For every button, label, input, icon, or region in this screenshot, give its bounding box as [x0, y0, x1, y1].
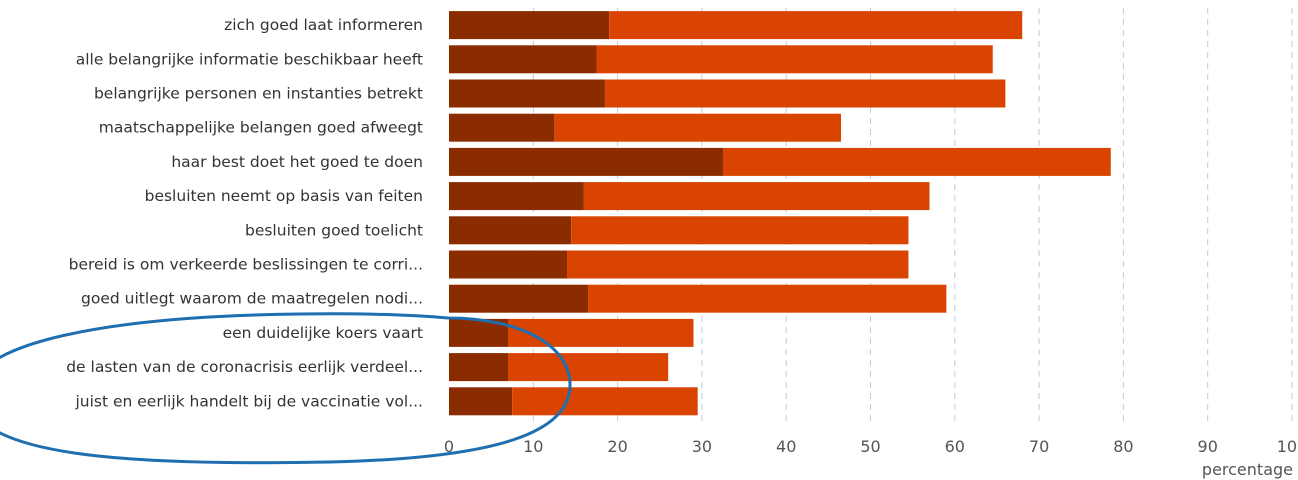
bars	[449, 11, 1111, 416]
annotation-ellipse	[0, 312, 572, 465]
bar-segment-1	[449, 11, 610, 40]
bar-segment-2	[512, 387, 698, 416]
category-labels: zich goed laat informeren alle belangrijk…	[66, 16, 423, 410]
bar-segment-2	[583, 182, 930, 211]
x-tick-label: 90	[1198, 437, 1218, 456]
category-label: maatschappelijke belangen goed afweegt	[99, 119, 423, 137]
category-label: haar best doet het goed te doen	[171, 153, 423, 171]
bar-segment-2	[508, 318, 694, 347]
category-label: besluiten goed toelicht	[245, 221, 423, 239]
bar-segment-1	[449, 147, 723, 176]
x-tick-label: 100	[1277, 437, 1298, 456]
bar-segment-1	[449, 387, 513, 416]
category-label: belangrijke personen en instanties betre…	[94, 85, 423, 103]
bar-segment-1	[449, 79, 605, 108]
category-label: een duidelijke koers vaart	[223, 324, 423, 342]
category-label: besluiten neemt op basis van feiten	[145, 187, 423, 205]
bar-segment-2	[508, 353, 669, 382]
category-label: de lasten van de coronacrisis eerlijk ve…	[66, 358, 423, 376]
x-tick-label: 0	[444, 437, 454, 456]
category-label: alle belangrijke informatie beschikbaar …	[76, 50, 423, 68]
bar-segment-2	[588, 284, 947, 313]
bar-segment-1	[449, 45, 597, 74]
bar-segment-2	[722, 147, 1111, 176]
category-label: juist en eerlijk handelt bij de vaccinat…	[74, 392, 423, 410]
bar-segment-1	[449, 284, 589, 313]
bar-segment-2	[554, 113, 841, 142]
bar-segment-1	[449, 353, 509, 382]
x-tick-labels: 0 10 20 30 40 50 60 70 80 90 100	[444, 437, 1298, 456]
x-tick-label: 10	[523, 437, 543, 456]
x-tick-label: 70	[1029, 437, 1049, 456]
category-label: bereid is om verkeerde beslissingen te c…	[69, 256, 423, 274]
category-label: goed uitlegt waarom de maatregelen nodi.…	[81, 290, 423, 308]
x-tick-label: 80	[1113, 437, 1133, 456]
bar-segment-1	[449, 182, 584, 211]
bar-segment-2	[567, 250, 909, 279]
bar-segment-2	[604, 79, 1006, 108]
x-tick-label: 20	[607, 437, 627, 456]
x-tick-label: 60	[945, 437, 965, 456]
bar-segment-1	[449, 216, 572, 245]
x-tick-label: 40	[776, 437, 796, 456]
annotation-layer	[0, 312, 572, 465]
x-tick-label: 50	[860, 437, 880, 456]
bar-segment-2	[596, 45, 993, 74]
x-tick-label: 30	[692, 437, 712, 456]
bar-segment-1	[449, 113, 555, 142]
bar-segment-2	[609, 11, 1023, 40]
category-label: zich goed laat informeren	[224, 16, 423, 34]
x-axis-title: percentage	[1202, 460, 1293, 479]
bar-segment-2	[571, 216, 909, 245]
bar-segment-1	[449, 250, 568, 279]
